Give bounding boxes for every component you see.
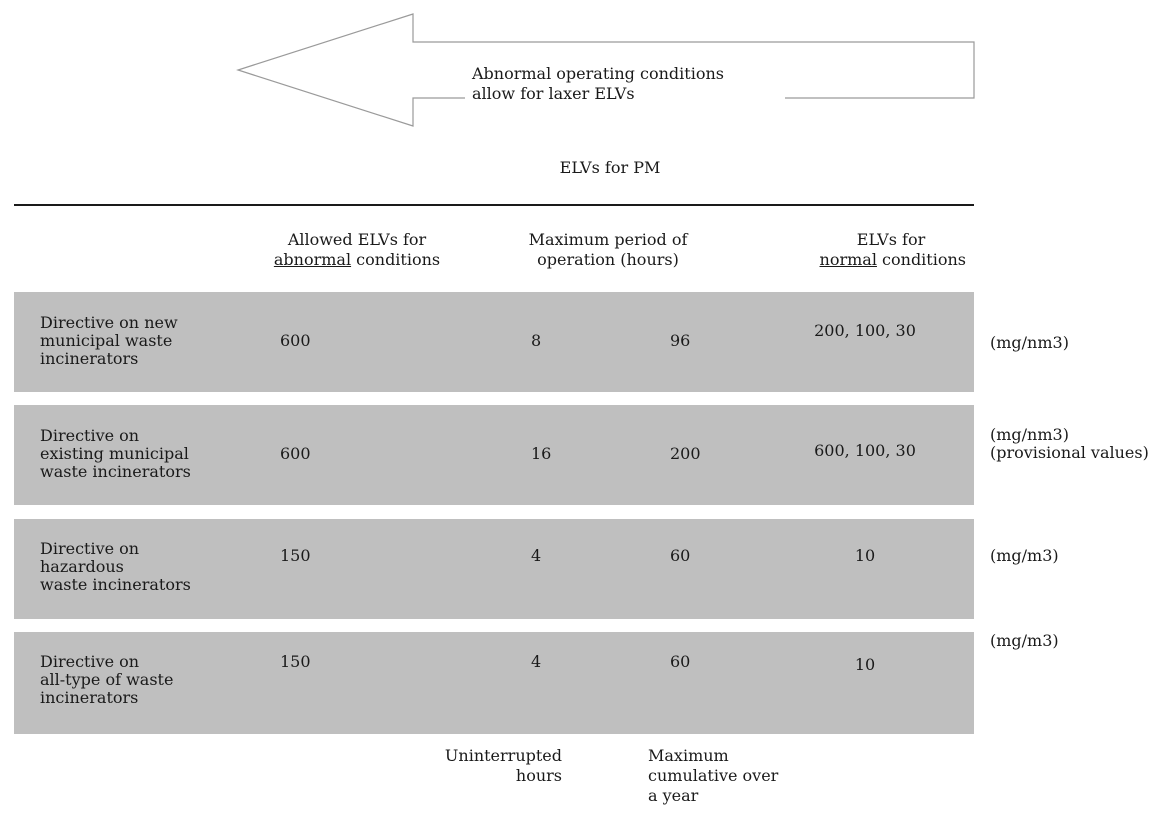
unit-line: (mg/m3) [990,631,1059,650]
row-directive: Directive on all-type of waste incinerat… [40,653,240,707]
header-abnormal: Allowed ELVs for abnormal conditions [262,230,452,270]
unit-line: (mg/m3) [990,546,1059,565]
row-cumulative-value: 96 [670,331,691,350]
unit-line: (provisional values) [990,443,1149,462]
row-cumulative-value: 60 [670,546,691,565]
row-normal-value: 10 [854,655,876,674]
header-abnormal-line1: Allowed ELVs for [287,230,427,249]
header-normal-rest: conditions [876,250,966,269]
row-abnormal-value: 600 [280,331,311,350]
header-abnormal-rest: conditions [351,250,441,269]
directive-line: Directive on [40,652,140,671]
row-uninterrupted-value: 8 [531,331,542,350]
row-uninterrupted-value: 16 [531,444,552,463]
header-normal-line2: normal conditions [780,250,970,270]
directive-line: Directive on [40,539,140,558]
footer-cumulative-line3: a year [648,786,699,805]
row-unit: (mg/nm3) [990,334,1172,352]
row-abnormal-value: 600 [280,444,311,463]
arrow-label-line2: allow for laxer ELVs [472,84,635,103]
header-normal-underlined: normal [819,250,877,269]
row-cumulative-value: 60 [670,652,691,671]
chart-title: ELVs for PM [0,158,1172,177]
directive-line: municipal waste [40,331,173,350]
directive-line: all-type of waste [40,670,174,689]
footer-uninterrupted-line2: hours [515,766,562,785]
row-uninterrupted-value: 4 [531,652,542,671]
row-cumulative-value: 200 [670,444,701,463]
directive-line: waste incinerators [40,575,191,594]
row-unit: (mg/m3) [990,632,1172,650]
table-row [14,519,974,619]
unit-line: (mg/nm3) [990,425,1069,444]
header-rule [14,204,974,206]
directive-line: hazardous [40,557,124,576]
arrow-label-line1: Abnormal operating conditions [472,64,724,83]
table-row [14,632,974,734]
table-row [14,405,974,505]
row-normal-value: 200, 100, 30 [814,321,916,340]
row-directive: Directive on hazardous waste incinerator… [40,540,240,594]
header-period-line1: Maximum period of [528,230,688,249]
row-normal-value: 10 [854,546,876,565]
directive-line: existing municipal [40,444,189,463]
row-directive: Directive on existing municipal waste in… [40,427,240,481]
directive-line: incinerators [40,688,139,707]
header-abnormal-line2: abnormal conditions [262,250,452,270]
table-row [14,292,974,392]
header-abnormal-underlined: abnormal [273,250,352,269]
unit-line: (mg/nm3) [990,333,1069,352]
footer-cumulative-line1: Maximum [648,746,729,765]
row-unit: (mg/nm3) (provisional values) [990,426,1172,462]
footer-uninterrupted: Uninterrupted hours [400,746,562,786]
arrow-label: Abnormal operating conditions allow for … [472,64,792,104]
row-normal-value: 600, 100, 30 [814,441,916,460]
header-normal: ELVs for normal conditions [780,230,970,270]
title-text: ELVs for PM [559,158,661,177]
row-uninterrupted-value: 4 [531,546,542,565]
row-abnormal-value: 150 [280,652,311,671]
row-directive: Directive on new municipal waste inciner… [40,314,240,368]
directive-line: incinerators [40,349,139,368]
header-period: Maximum period of operation (hours) [508,230,708,270]
directive-line: Directive on new [40,313,178,332]
footer-uninterrupted-line1: Uninterrupted [444,746,562,765]
left-arrow-shape [236,13,975,127]
arrow-outline [236,13,975,127]
header-period-line2: operation (hours) [537,250,679,269]
row-unit: (mg/m3) [990,547,1172,565]
row-abnormal-value: 150 [280,546,311,565]
directive-line: waste incinerators [40,462,191,481]
directive-line: Directive on [40,426,140,445]
footer-cumulative-line2: cumulative over [648,766,779,785]
header-normal-line1: ELVs for [856,230,926,249]
footer-cumulative: Maximum cumulative over a year [643,746,843,806]
